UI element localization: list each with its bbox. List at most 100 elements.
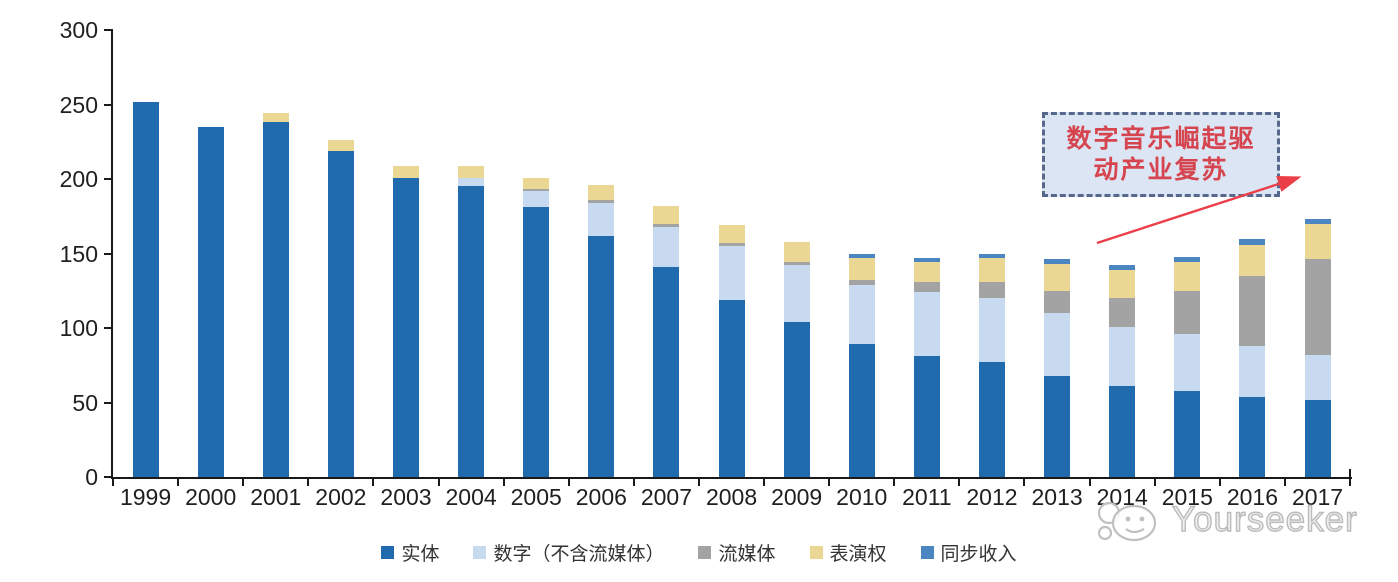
x-axis-end-tick [1349, 469, 1351, 478]
x-tick-mark [828, 479, 831, 486]
bar-segment-digital-2014 [1109, 326, 1136, 387]
bar-segment-sync-2017 [1304, 219, 1331, 224]
bar-group-2011 [894, 30, 959, 477]
x-axis-labels: 1999 2000 2001 2002 2003 2004 2005 2006 2007 2008… [113, 484, 1350, 511]
bar-segment-performance-2017 [1304, 223, 1331, 260]
bar-group-2008 [699, 30, 764, 477]
x-tick-label-2008: 2008 [705, 484, 758, 510]
bar-segment-physical-2004 [458, 186, 485, 477]
bar-stack-2003 [392, 30, 419, 477]
annotation-text-line1: 数字音乐崛起驱 [1066, 124, 1256, 153]
legend-item-streaming: 流媒体 [698, 539, 776, 566]
bar-segment-physical-2006 [588, 235, 615, 477]
bar-segment-physical-2003 [392, 177, 419, 477]
bar-stack-2008 [718, 30, 745, 477]
watermark-text: Yourseeker [1171, 499, 1358, 539]
y-tick-mark [104, 178, 112, 180]
bar-segment-physical-2010 [848, 344, 875, 477]
bar-segment-digital-2010 [848, 284, 875, 345]
bar-group-2004 [439, 30, 504, 477]
x-tick-mark [242, 479, 245, 486]
x-tick-label-1999: 1999 [119, 484, 172, 510]
bar-segment-sync-2013 [1044, 259, 1071, 264]
plot-area [113, 30, 1350, 477]
x-tick-label-2000: 2000 [185, 484, 237, 510]
bar-segment-streaming-2007 [653, 223, 680, 227]
bar-segment-streaming-2008 [718, 243, 745, 247]
bar-segment-streaming-2016 [1239, 275, 1266, 346]
bar-group-2009 [764, 30, 829, 477]
x-tick-label-2003: 2003 [380, 484, 432, 510]
y-axis-line [111, 29, 113, 479]
legend-swatch-digital [473, 546, 487, 559]
bar-segment-physical-2016 [1239, 396, 1266, 477]
x-axis-line [111, 477, 1352, 479]
bar-group-2010 [829, 30, 894, 477]
bar-segment-performance-2014 [1109, 269, 1136, 299]
x-tick-mark [437, 479, 440, 486]
bar-segment-digital-2009 [783, 265, 810, 323]
x-tick-label-2002: 2002 [315, 484, 367, 510]
y-tick-mark [104, 327, 112, 329]
bar-segment-streaming-2011 [913, 281, 940, 293]
x-tick-mark [1153, 479, 1156, 486]
bar-stack-2014 [1109, 30, 1136, 477]
legend-label-performance: 表演权 [829, 544, 887, 565]
x-tick-mark [1349, 479, 1351, 486]
x-tick-label-2015: 2015 [1161, 484, 1213, 510]
y-tick-label-0: 0 [85, 464, 98, 490]
y-tick-mark [104, 103, 112, 106]
annotation-text-line2: 动产业复苏 [1093, 155, 1229, 184]
legend-item-sync: 同步收入 [920, 539, 1017, 566]
bar-group-2006 [569, 30, 634, 477]
bar-stack-2007 [653, 30, 680, 477]
bar-group-2012 [959, 30, 1024, 477]
legend: 实体 数字（不含流媒体） 流媒体 表演权 同步收入 [0, 539, 1398, 566]
legend-label-sync: 同步收入 [940, 544, 1017, 565]
bar-segment-streaming-2012 [978, 281, 1005, 299]
bar-group-2000 [178, 30, 243, 477]
x-tick-mark [893, 479, 896, 486]
bar-segment-physical-1999 [132, 101, 159, 477]
bar-stack-1999 [132, 30, 159, 477]
y-tick-label-50: 50 [72, 389, 98, 416]
x-tick-mark [763, 479, 766, 486]
bar-segment-digital-2015 [1174, 333, 1201, 391]
bar-group-2007 [634, 30, 699, 477]
legend-swatch-performance [809, 546, 823, 559]
x-tick-mark [567, 479, 570, 486]
bar-segment-physical-2017 [1304, 399, 1331, 477]
bar-segment-streaming-2013 [1044, 290, 1071, 314]
bar-segment-physical-2011 [913, 356, 940, 477]
bar-segment-digital-2011 [913, 292, 940, 357]
bar-segment-streaming-2009 [783, 262, 810, 266]
watermark: Yourseeker [1088, 498, 1358, 544]
bar-segment-streaming-2010 [848, 280, 875, 285]
bar-segment-sync-2010 [848, 253, 875, 258]
bar-stack-2000 [197, 30, 224, 477]
bar-stack-2002 [327, 30, 354, 477]
bar-group-2013 [1025, 30, 1090, 477]
bar-segment-sync-2014 [1109, 265, 1136, 270]
x-tick-label-2004: 2004 [445, 484, 497, 510]
bar-segment-performance-2004 [458, 165, 485, 178]
bar-segment-performance-2001 [262, 113, 289, 123]
bar-segment-performance-2012 [978, 258, 1005, 282]
x-tick-mark [697, 479, 700, 486]
bar-stack-2001 [262, 30, 289, 477]
x-tick-mark [958, 479, 961, 486]
bar-stack-2004 [458, 30, 485, 477]
bar-group-2014 [1090, 30, 1155, 477]
bar-segment-digital-2013 [1044, 313, 1071, 376]
bar-segment-performance-2016 [1239, 244, 1266, 276]
bar-segment-performance-2009 [783, 241, 810, 263]
bar-segment-streaming-2015 [1174, 290, 1201, 334]
bar-segment-performance-2015 [1174, 262, 1201, 291]
bar-stack-2015 [1174, 30, 1201, 477]
x-tick-label-2011: 2011 [902, 484, 952, 510]
bar-segment-digital-2005 [523, 190, 550, 208]
x-tick-mark [372, 479, 375, 486]
x-tick-mark [1088, 479, 1091, 486]
bar-segment-performance-2007 [653, 205, 680, 224]
bar-segment-digital-2007 [653, 226, 680, 267]
